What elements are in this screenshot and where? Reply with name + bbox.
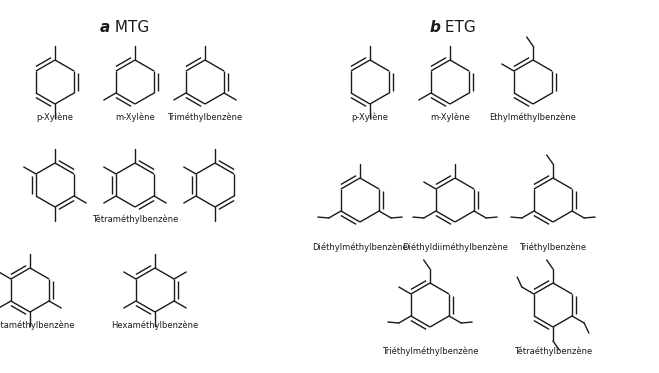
Text: p-Xylène: p-Xylène bbox=[351, 112, 389, 122]
Text: Pentaméthylbenzène: Pentaméthylbenzène bbox=[0, 320, 74, 329]
Text: m-Xylène: m-Xylène bbox=[115, 112, 155, 122]
Text: m-Xylène: m-Xylène bbox=[430, 112, 470, 122]
Text: b: b bbox=[430, 20, 441, 35]
Text: Triéthylméthylbenzène: Triéthylméthylbenzène bbox=[382, 347, 478, 357]
Text: Triméthylbenzène: Triméthylbenzène bbox=[167, 112, 243, 122]
Text: p-Xylène: p-Xylène bbox=[36, 112, 74, 122]
Text: Diéthyldiiméthylbenzène: Diéthyldiiméthylbenzène bbox=[402, 242, 508, 251]
Text: Ethylméthylbenzène: Ethylméthylbenzène bbox=[490, 112, 577, 122]
Text: Diéthylméthylbenzène: Diéthylméthylbenzène bbox=[312, 242, 408, 251]
Text: ETG: ETG bbox=[440, 20, 476, 35]
Text: Hexaméthylbenzène: Hexaméthylbenzène bbox=[111, 320, 198, 329]
Text: Triéthylbenzène: Triéthylbenzène bbox=[519, 242, 587, 251]
Text: Tétraéthylbenzène: Tétraéthylbenzène bbox=[514, 347, 592, 357]
Text: Tétraméthylbenzène: Tétraméthylbenzène bbox=[92, 215, 178, 225]
Text: MTG: MTG bbox=[110, 20, 149, 35]
Text: a: a bbox=[100, 20, 110, 35]
